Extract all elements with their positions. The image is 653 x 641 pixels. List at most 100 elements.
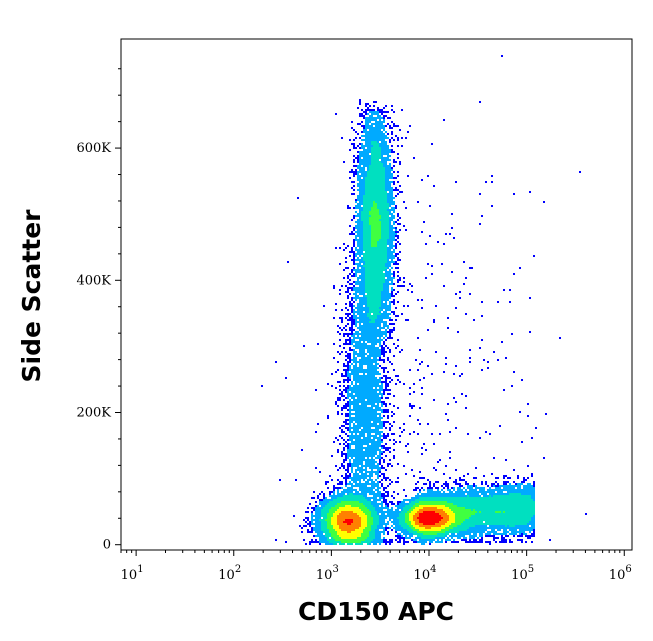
density-dot bbox=[329, 509, 331, 511]
density-dot bbox=[359, 217, 361, 219]
density-dot bbox=[345, 397, 347, 399]
density-dot bbox=[377, 325, 379, 327]
density-dot bbox=[379, 419, 381, 421]
density-dot bbox=[505, 501, 507, 503]
density-dot bbox=[579, 171, 581, 173]
density-dot bbox=[371, 173, 373, 175]
density-dot bbox=[381, 411, 383, 413]
density-dot bbox=[357, 379, 359, 381]
density-dot bbox=[391, 173, 393, 175]
density-dot bbox=[383, 333, 385, 335]
density-dot bbox=[353, 459, 355, 461]
density-dot bbox=[445, 499, 447, 501]
density-dot bbox=[343, 365, 345, 367]
density-dot bbox=[385, 165, 387, 167]
density-dot bbox=[313, 507, 315, 509]
density-dot bbox=[427, 499, 429, 501]
density-dot bbox=[363, 479, 365, 481]
density-dot bbox=[381, 339, 383, 341]
density-dot bbox=[371, 277, 373, 279]
density-dot bbox=[361, 227, 363, 229]
density-dot bbox=[377, 385, 379, 387]
density-dot bbox=[383, 147, 385, 149]
density-dot bbox=[379, 451, 381, 453]
density-dot bbox=[385, 177, 387, 179]
density-dot bbox=[367, 461, 369, 463]
density-dot bbox=[373, 159, 375, 161]
density-dot bbox=[385, 163, 387, 165]
density-dot bbox=[399, 351, 401, 353]
density-dot bbox=[457, 507, 459, 509]
density-dot bbox=[357, 469, 359, 471]
density-dot bbox=[349, 487, 351, 489]
density-dot bbox=[365, 201, 367, 203]
density-dot bbox=[351, 335, 353, 337]
density-dot bbox=[385, 189, 387, 191]
density-dot bbox=[383, 351, 385, 353]
density-dot bbox=[361, 293, 363, 295]
density-dot bbox=[459, 495, 461, 497]
density-dot bbox=[411, 501, 413, 503]
density-dot bbox=[371, 325, 373, 327]
density-dot bbox=[357, 279, 359, 281]
density-dot bbox=[359, 287, 361, 289]
density-dot bbox=[509, 485, 511, 487]
density-dot bbox=[347, 447, 349, 449]
density-dot bbox=[379, 289, 381, 291]
density-dot bbox=[467, 487, 469, 489]
density-dot bbox=[357, 419, 359, 421]
density-dot bbox=[353, 369, 355, 371]
density-dot bbox=[371, 457, 373, 459]
density-dot bbox=[323, 499, 325, 501]
density-dot bbox=[361, 419, 363, 421]
density-dot bbox=[383, 435, 385, 437]
density-dot bbox=[383, 111, 385, 113]
density-dot bbox=[499, 499, 501, 501]
density-dot bbox=[367, 267, 369, 269]
density-dot bbox=[383, 389, 385, 391]
density-dot bbox=[345, 351, 347, 353]
density-dot bbox=[373, 375, 375, 377]
density-dot bbox=[379, 379, 381, 381]
density-dot bbox=[389, 173, 391, 175]
density-dot bbox=[425, 507, 427, 509]
density-dot bbox=[389, 329, 391, 331]
density-dot bbox=[351, 433, 353, 435]
density-dot bbox=[365, 119, 367, 121]
density-dot bbox=[473, 489, 475, 491]
density-dot bbox=[359, 481, 361, 483]
density-dot bbox=[463, 497, 465, 499]
density-dot bbox=[397, 157, 399, 159]
density-dot bbox=[447, 497, 449, 499]
density-dot bbox=[353, 499, 355, 501]
density-dot bbox=[365, 331, 367, 333]
density-dot bbox=[353, 425, 355, 427]
density-dot bbox=[433, 505, 435, 507]
density-dot bbox=[373, 403, 375, 405]
density-dot bbox=[363, 411, 365, 413]
density-dot bbox=[433, 321, 435, 323]
density-dot bbox=[403, 201, 405, 203]
density-dot bbox=[385, 299, 387, 301]
density-dot bbox=[385, 305, 387, 307]
density-dot bbox=[369, 195, 371, 197]
density-dot bbox=[399, 185, 401, 187]
density-dot bbox=[505, 499, 507, 501]
density-dot bbox=[393, 217, 395, 219]
density-dot bbox=[433, 185, 435, 187]
density-dot bbox=[369, 363, 371, 365]
density-dot bbox=[405, 445, 407, 447]
density-dot bbox=[369, 409, 371, 411]
density-dot bbox=[449, 495, 451, 497]
density-dot bbox=[379, 319, 381, 321]
density-dot bbox=[373, 497, 375, 499]
density-dot bbox=[353, 461, 355, 463]
density-dot bbox=[353, 143, 355, 145]
density-dot bbox=[447, 419, 449, 421]
density-dot bbox=[369, 351, 371, 353]
density-dot bbox=[389, 171, 391, 173]
density-dot bbox=[501, 55, 503, 57]
density-dot bbox=[391, 379, 393, 381]
density-dot bbox=[499, 497, 501, 499]
density-dot bbox=[361, 235, 363, 237]
